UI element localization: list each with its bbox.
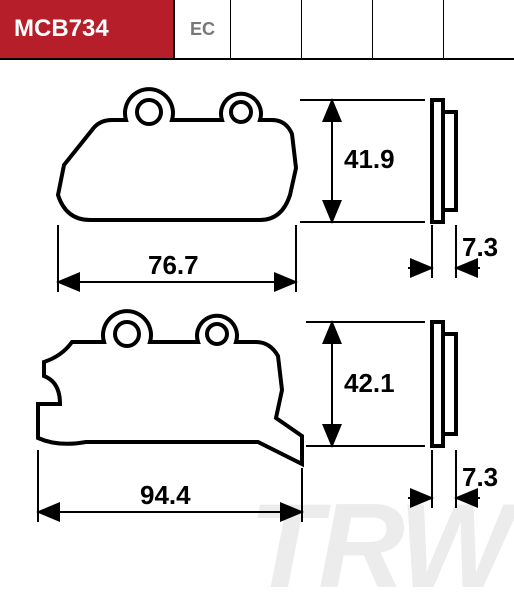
blank-cell	[373, 0, 444, 58]
dim-bottom-thickness: 7.3	[408, 450, 498, 508]
header-row: MCB734 EC	[0, 0, 514, 60]
technical-drawing: 41.9 7.3 76.7	[0, 60, 514, 600]
variant-cell: EC	[175, 0, 231, 58]
dim-top-width: 76.7	[58, 225, 296, 292]
dim-top-width-value: 76.7	[148, 250, 199, 280]
part-number: MCB734	[14, 15, 109, 43]
dim-top-thickness-value: 7.3	[462, 232, 498, 262]
dim-bottom-height: 42.1	[306, 322, 425, 446]
dim-bottom-width: 94.4	[38, 450, 302, 522]
dim-bottom-height-value: 42.1	[344, 368, 395, 398]
spec-sheet: MCB734 EC TRW	[0, 0, 514, 600]
pad-bottom-face	[38, 311, 302, 464]
dim-top-thickness: 7.3	[408, 225, 498, 278]
dim-top-height: 41.9	[300, 100, 425, 222]
dim-bottom-width-value: 94.4	[140, 480, 191, 510]
blank-cell	[302, 0, 373, 58]
pad-top-face	[58, 89, 296, 220]
blank-cell	[231, 0, 302, 58]
blank-cell	[444, 0, 514, 58]
variant-code: EC	[190, 19, 215, 40]
dim-top-height-value: 41.9	[344, 144, 395, 174]
part-number-cell: MCB734	[0, 0, 175, 58]
drawing-svg: 41.9 7.3 76.7	[0, 60, 514, 600]
pad-top-side	[432, 100, 456, 222]
dim-bottom-thickness-value: 7.3	[462, 462, 498, 492]
pad-bottom-side	[432, 322, 456, 446]
